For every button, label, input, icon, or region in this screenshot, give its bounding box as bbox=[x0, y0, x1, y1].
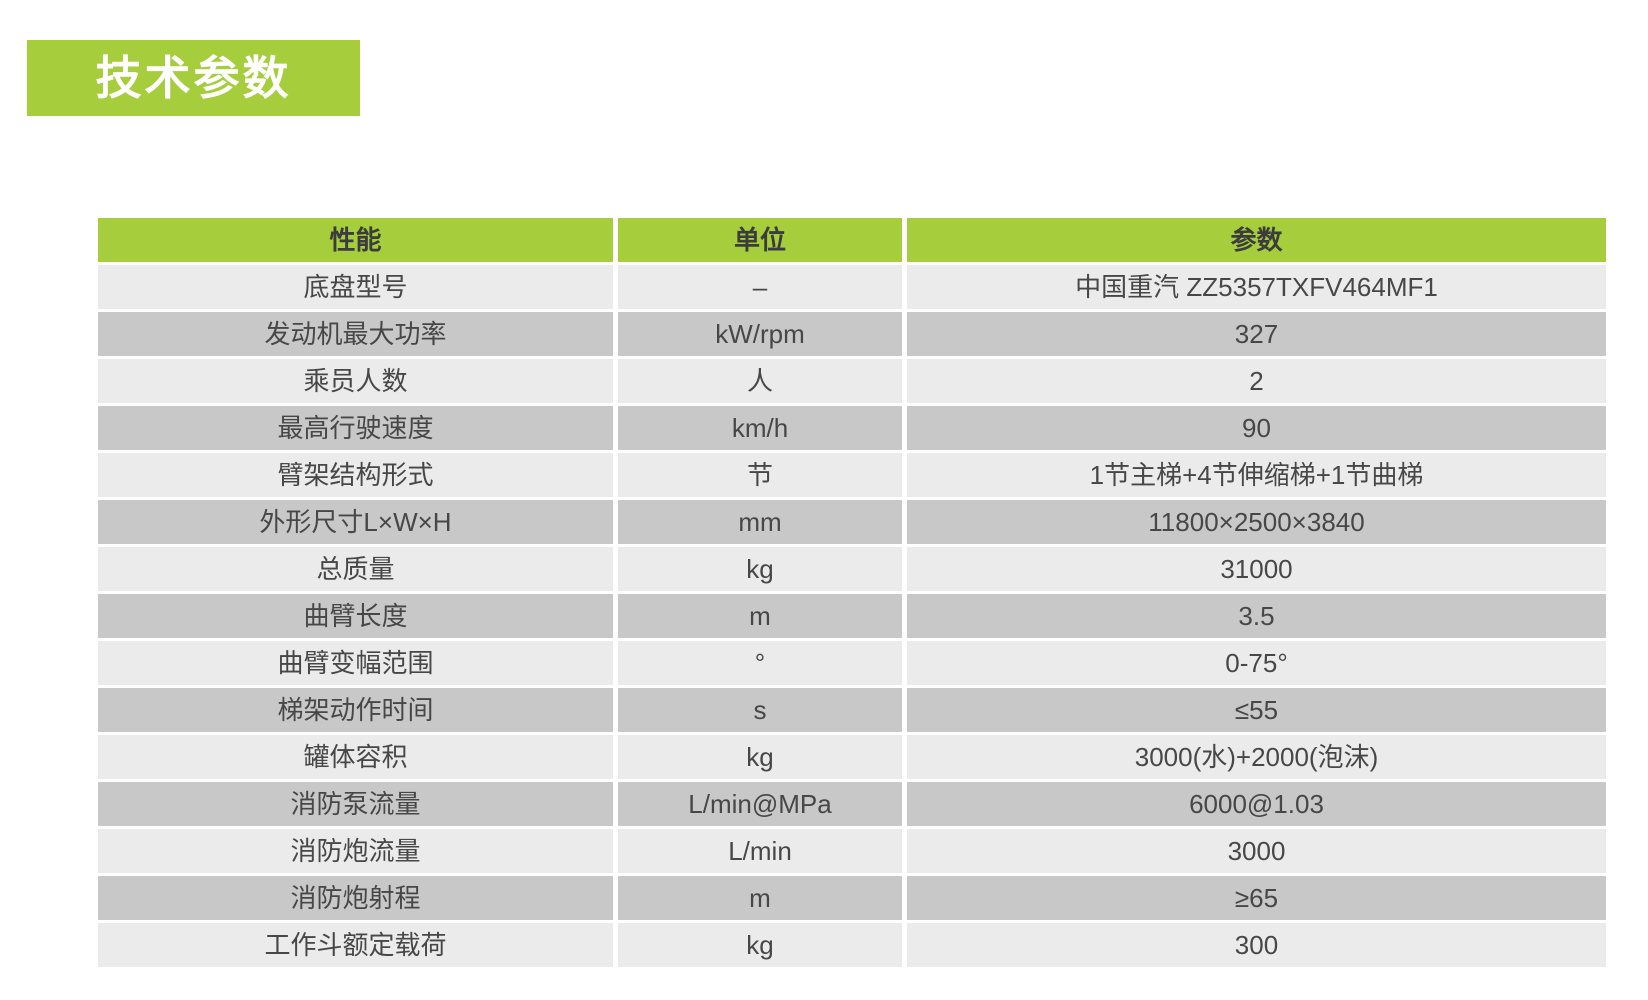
column-header-unit: 单位 bbox=[618, 218, 902, 262]
row-parameter-value: ≥65 bbox=[907, 876, 1606, 920]
row-performance-label: 外形尺寸L×W×H bbox=[98, 500, 613, 544]
table-row: 发动机最大功率 kW/rpm 327 bbox=[98, 312, 1606, 356]
row-performance-label: 罐体容积 bbox=[98, 735, 613, 779]
row-parameter-value: 1节主梯+4节伸缩梯+1节曲梯 bbox=[907, 453, 1606, 497]
row-unit: 节 bbox=[618, 453, 902, 497]
row-performance-label: 最高行驶速度 bbox=[98, 406, 613, 450]
row-performance-label: 曲臂长度 bbox=[98, 594, 613, 638]
row-performance-label: 乘员人数 bbox=[98, 359, 613, 403]
row-unit: m bbox=[618, 594, 902, 638]
row-parameter-value: 300 bbox=[907, 923, 1606, 967]
row-performance-label: 臂架结构形式 bbox=[98, 453, 613, 497]
row-parameter-value: 90 bbox=[907, 406, 1606, 450]
table-row: 消防泵流量 L/min@MPa 6000@1.03 bbox=[98, 782, 1606, 826]
row-performance-label: 消防炮流量 bbox=[98, 829, 613, 873]
table-header-row: 性能 单位 参数 bbox=[98, 218, 1606, 262]
section-banner: 技术参数 bbox=[27, 40, 360, 116]
column-header-parameter: 参数 bbox=[907, 218, 1606, 262]
table-row: 臂架结构形式节 1节主梯+4节伸缩梯+1节曲梯 bbox=[98, 453, 1606, 497]
table-row: 消防炮射程 m ≥65 bbox=[98, 876, 1606, 920]
row-parameter-value: 3.5 bbox=[907, 594, 1606, 638]
table-row: 最高行驶速度 km/h 90 bbox=[98, 406, 1606, 450]
page-title: 技术参数 bbox=[95, 52, 292, 104]
row-unit: km/h bbox=[618, 406, 902, 450]
spec-table: 性能 单位 参数 底盘型号 – 中国重汽 ZZ5357TXFV464MF1 发动机最大… bbox=[98, 218, 1606, 967]
row-performance-label: 总质量 bbox=[98, 547, 613, 591]
row-parameter-value: ≤55 bbox=[907, 688, 1606, 732]
row-unit: kg bbox=[618, 923, 902, 967]
row-parameter-value: 3000(水)+2000(泡沫) bbox=[907, 735, 1606, 779]
table-row: 曲臂变幅范围 ° 0-75° bbox=[98, 641, 1606, 685]
row-unit: L/min@MPa bbox=[618, 782, 902, 826]
row-unit: ° bbox=[618, 641, 902, 685]
table-row: 外形尺寸L×W×H mm 11800×2500×3840 bbox=[98, 500, 1606, 544]
row-unit: L/min bbox=[618, 829, 902, 873]
row-parameter-value: 327 bbox=[907, 312, 1606, 356]
row-performance-label: 曲臂变幅范围 bbox=[98, 641, 613, 685]
table-row: 梯架动作时间 s ≤55 bbox=[98, 688, 1606, 732]
row-unit: kg bbox=[618, 547, 902, 591]
row-unit: mm bbox=[618, 500, 902, 544]
table-row: 总质量 kg 31000 bbox=[98, 547, 1606, 591]
row-performance-label: 消防炮射程 bbox=[98, 876, 613, 920]
row-parameter-value: 11800×2500×3840 bbox=[907, 500, 1606, 544]
table-row: 消防炮流量 L/min 3000 bbox=[98, 829, 1606, 873]
row-parameter-value: 3000 bbox=[907, 829, 1606, 873]
table-row: 底盘型号 – 中国重汽 ZZ5357TXFV464MF1 bbox=[98, 265, 1606, 309]
row-performance-label: 梯架动作时间 bbox=[98, 688, 613, 732]
row-unit: – bbox=[618, 265, 902, 309]
column-header-performance: 性能 bbox=[98, 218, 613, 262]
row-unit: kg bbox=[618, 735, 902, 779]
table-row: 曲臂长度 m 3.5 bbox=[98, 594, 1606, 638]
row-unit: m bbox=[618, 876, 902, 920]
row-performance-label: 发动机最大功率 bbox=[98, 312, 613, 356]
table-row: 乘员人数人 2 bbox=[98, 359, 1606, 403]
row-performance-label: 消防泵流量 bbox=[98, 782, 613, 826]
row-unit: kW/rpm bbox=[618, 312, 902, 356]
row-parameter-value: 2 bbox=[907, 359, 1606, 403]
row-parameter-value: 0-75° bbox=[907, 641, 1606, 685]
row-parameter-value: 6000@1.03 bbox=[907, 782, 1606, 826]
row-parameter-value: 中国重汽 ZZ5357TXFV464MF1 bbox=[907, 265, 1606, 309]
row-unit: s bbox=[618, 688, 902, 732]
row-unit: 人 bbox=[618, 359, 902, 403]
row-performance-label: 底盘型号 bbox=[98, 265, 613, 309]
table-row: 罐体容积 kg 3000(水)+2000(泡沫) bbox=[98, 735, 1606, 779]
table-row: 工作斗额定载荷 kg 300 bbox=[98, 923, 1606, 967]
row-parameter-value: 31000 bbox=[907, 547, 1606, 591]
row-performance-label: 工作斗额定载荷 bbox=[98, 923, 613, 967]
